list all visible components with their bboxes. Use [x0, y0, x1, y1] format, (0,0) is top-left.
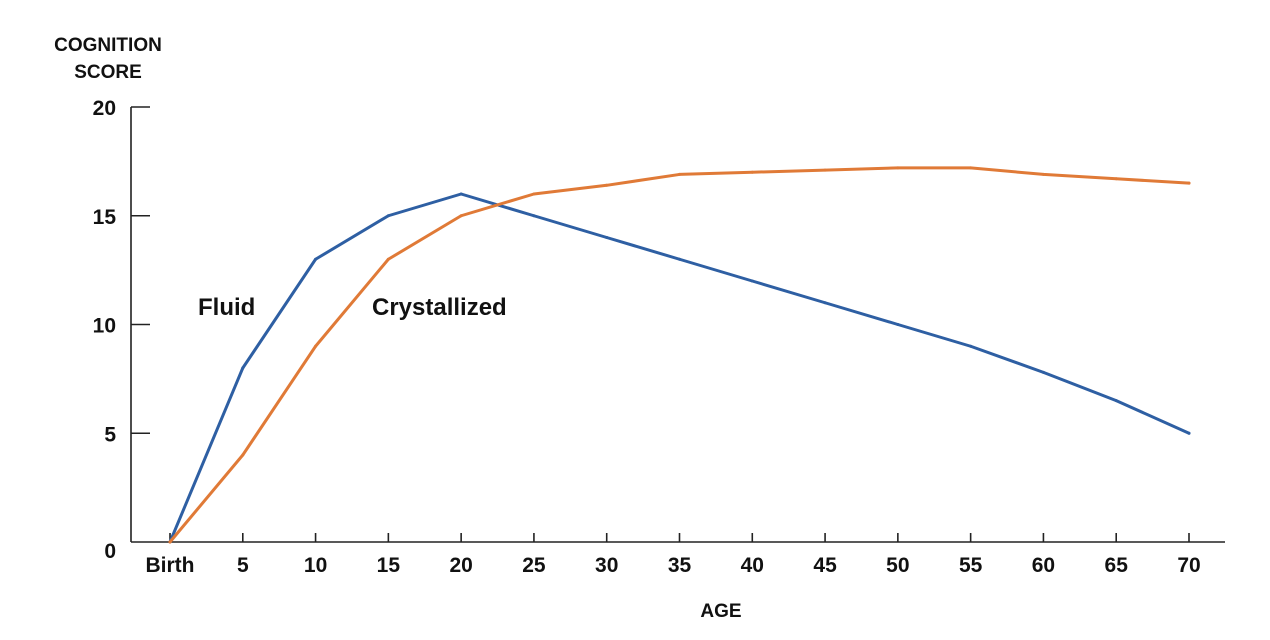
crystallized-series-label: Crystallized	[372, 294, 507, 321]
fluid-data-point	[386, 214, 390, 218]
crystallized-data-point	[1041, 172, 1045, 176]
crystallized-data-point	[605, 183, 609, 187]
x-tick-label: 55	[959, 554, 983, 577]
x-tick-label: 30	[595, 554, 618, 577]
fluid-data-point	[750, 279, 754, 283]
x-tick-label: 10	[304, 554, 327, 577]
fluid-data-point	[532, 214, 536, 218]
y-tick-label: 20	[93, 97, 116, 120]
x-tick-label: 50	[886, 554, 909, 577]
fluid-data-point	[1041, 370, 1045, 374]
crystallized-data-point	[969, 166, 973, 170]
fluid-data-point	[459, 192, 463, 196]
fluid-data-point	[1114, 399, 1118, 403]
fluid-data-point	[1187, 431, 1191, 435]
y-tick-label: 15	[93, 206, 117, 229]
crystallized-data-point	[532, 192, 536, 196]
x-tick-label: 65	[1105, 554, 1129, 577]
x-tick-label: 15	[377, 554, 401, 577]
crystallized-data-point	[1114, 177, 1118, 181]
crystallized-data-point	[241, 453, 245, 457]
crystallized-data-point	[750, 170, 754, 174]
crystallized-data-point	[459, 214, 463, 218]
x-tick-label: 45	[813, 554, 837, 577]
fluid-data-point	[314, 257, 318, 261]
fluid-series-label: Fluid	[198, 294, 255, 321]
x-tick-label: 70	[1177, 554, 1200, 577]
crystallized-data-point	[678, 172, 681, 176]
x-tick-label: 60	[1032, 554, 1055, 577]
x-ticks: Birth 5 10 15 20 25 30 35 40 45 50 55 60 65 70	[146, 533, 1201, 577]
y-tick-label: 5	[104, 423, 116, 446]
x-axis-title: AGE	[700, 601, 741, 622]
crystallized-series-line	[168, 166, 1191, 544]
y-axis-title-line-2: SCORE	[74, 62, 142, 83]
x-tick-label: 35	[668, 554, 692, 577]
x-tick-label: 5	[237, 554, 249, 577]
x-tick-label: 40	[741, 554, 764, 577]
x-tick-label: Birth	[146, 554, 195, 577]
x-tick-label: 20	[449, 554, 472, 577]
y-tick-label: 10	[93, 315, 116, 338]
fluid-data-point	[241, 366, 245, 370]
y-tick-label: 0	[104, 540, 116, 563]
fluid-data-point	[678, 257, 681, 261]
crystallized-data-point	[168, 540, 172, 544]
fluid-data-point	[605, 236, 609, 239]
fluid-data-point	[823, 301, 827, 305]
x-tick-label: 25	[522, 554, 546, 577]
y-axis-title-line-1: COGNITION	[54, 35, 162, 56]
fluid-data-point	[969, 344, 973, 348]
crystallized-data-point	[896, 166, 900, 170]
y-ticks: 0 5 10 15 20	[93, 97, 150, 563]
series-lines	[168, 166, 1191, 544]
fluid-data-point	[896, 323, 900, 326]
crystallized-data-point	[823, 168, 827, 172]
fluid-series-line	[168, 192, 1191, 544]
crystallized-data-point	[1187, 181, 1191, 185]
crystallized-data-point	[314, 344, 318, 348]
crystallized-data-point	[386, 257, 390, 261]
